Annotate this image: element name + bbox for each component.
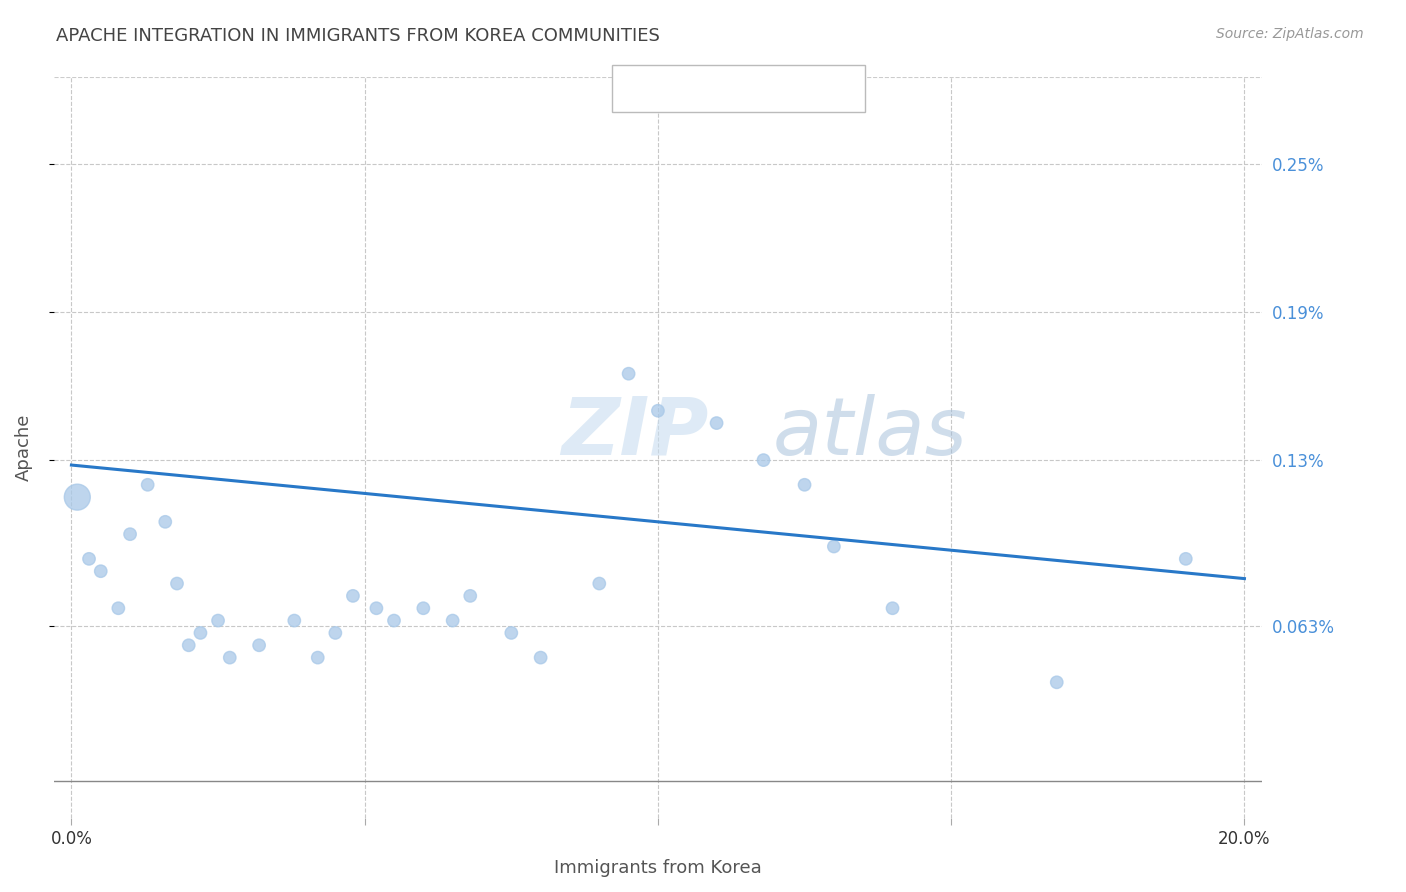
Point (617, 367, 640, 381)
Point (166, 576, 188, 591)
Point (1174, 552, 1197, 566)
Point (247, 638, 270, 652)
Point (530, 650, 553, 665)
Text: atlas: atlas (773, 394, 967, 472)
Point (342, 589, 364, 603)
Point (588, 576, 610, 591)
Text: APACHE INTEGRATION IN IMMIGRANTS FROM KOREA COMMUNITIES: APACHE INTEGRATION IN IMMIGRANTS FROM KO… (56, 27, 659, 45)
Point (706, 416, 728, 430)
Point (325, 626, 347, 640)
Point (190, 626, 212, 640)
Point (1046, 675, 1069, 690)
Point (647, 403, 669, 417)
Y-axis label: Apache: Apache (15, 414, 32, 482)
X-axis label: Immigrants from Korea: Immigrants from Korea (554, 859, 762, 877)
Point (441, 614, 464, 628)
Point (207, 614, 229, 628)
Point (823, 540, 845, 554)
Point (218, 650, 240, 665)
Point (307, 650, 329, 665)
Point (366, 601, 388, 615)
Point (90, 564, 112, 578)
Point (501, 626, 523, 640)
Text: ZIP: ZIP (561, 394, 709, 472)
Point (458, 589, 481, 603)
Point (77, 552, 100, 566)
Point (382, 614, 405, 628)
Text: -0.124: -0.124 (679, 78, 742, 98)
Point (107, 601, 129, 615)
Point (412, 601, 434, 615)
Point (155, 515, 177, 529)
Point (120, 527, 142, 541)
Point (177, 638, 200, 652)
Point (136, 477, 159, 491)
Text: N =: N = (748, 78, 792, 98)
Point (882, 601, 904, 615)
Text: 34: 34 (799, 78, 824, 98)
Point (283, 614, 305, 628)
Point (752, 453, 775, 467)
Point (793, 477, 815, 491)
Text: R =: R = (626, 78, 668, 98)
Point (66, 490, 89, 504)
Text: Source: ZipAtlas.com: Source: ZipAtlas.com (1216, 27, 1364, 41)
